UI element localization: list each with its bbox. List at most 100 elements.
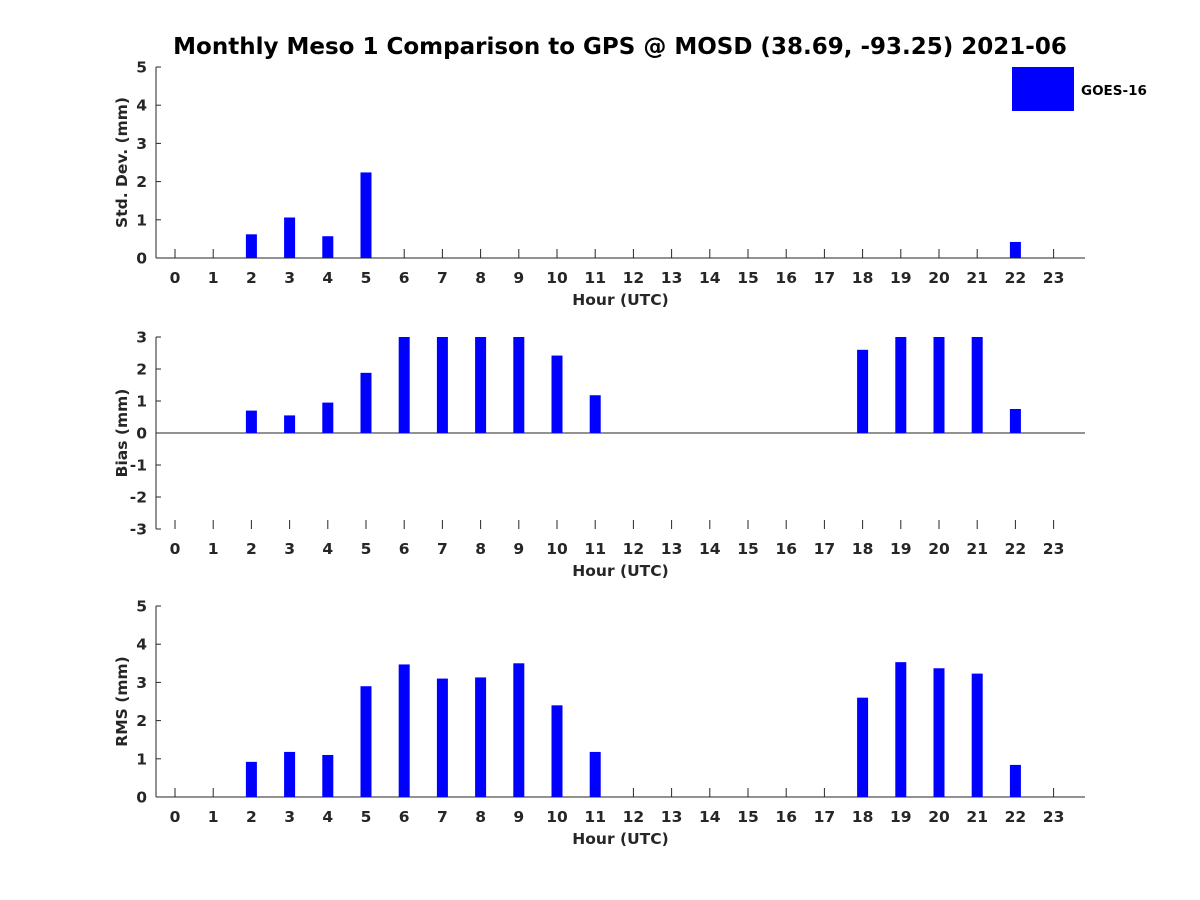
x-tick-label: 19 bbox=[890, 269, 912, 287]
x-tick-label: 3 bbox=[284, 540, 295, 558]
x-tick-label: 1 bbox=[208, 269, 219, 287]
bar-hour-10 bbox=[551, 355, 563, 433]
x-tick-label: 3 bbox=[284, 808, 295, 826]
x-tick-label: 4 bbox=[322, 808, 333, 826]
x-tick-label: 22 bbox=[1005, 808, 1027, 826]
x-tick-label: 0 bbox=[170, 269, 181, 287]
bar-hour-19 bbox=[895, 662, 907, 797]
x-tick-label: 8 bbox=[475, 269, 486, 287]
x-tick-label: 22 bbox=[1005, 540, 1027, 558]
bar-hour-2 bbox=[245, 234, 257, 258]
bar-hour-18 bbox=[857, 349, 869, 433]
x-tick-label: 0 bbox=[170, 808, 181, 826]
bar-hour-11 bbox=[589, 395, 601, 433]
x-tick-label: 1 bbox=[208, 808, 219, 826]
bar-hour-20 bbox=[933, 668, 945, 797]
bar-hour-4 bbox=[322, 236, 334, 258]
x-tick-label: 5 bbox=[361, 540, 372, 558]
x-tick-label: 17 bbox=[814, 808, 836, 826]
y-axis-label: Bias (mm) bbox=[113, 389, 131, 478]
y-tick-label: 0 bbox=[136, 250, 147, 268]
x-tick-label: 20 bbox=[928, 540, 950, 558]
bar-hour-21 bbox=[971, 673, 983, 797]
bar-hour-5 bbox=[360, 172, 372, 258]
x-tick-label: 20 bbox=[928, 808, 950, 826]
bar-hour-3 bbox=[284, 415, 296, 433]
x-tick-label: 8 bbox=[475, 808, 486, 826]
bar-hour-11 bbox=[589, 751, 601, 797]
x-tick-label: 11 bbox=[584, 269, 606, 287]
x-tick-label: 6 bbox=[399, 269, 410, 287]
bar-hour-7 bbox=[436, 337, 448, 433]
y-tick-label: -3 bbox=[130, 521, 147, 539]
x-tick-label: 7 bbox=[437, 269, 448, 287]
y-tick-label: 1 bbox=[136, 750, 147, 768]
x-tick-label: 15 bbox=[737, 540, 759, 558]
y-tick-label: 3 bbox=[136, 135, 147, 153]
bar-hour-6 bbox=[398, 664, 410, 797]
legend-label: GOES-16 bbox=[1081, 83, 1147, 99]
x-tick-label: 18 bbox=[852, 540, 874, 558]
x-tick-label: 20 bbox=[928, 269, 950, 287]
x-tick-label: 21 bbox=[966, 540, 988, 558]
x-tick-label: 13 bbox=[661, 808, 683, 826]
x-tick-label: 17 bbox=[814, 269, 836, 287]
bar-hour-8 bbox=[475, 337, 487, 433]
bar-hour-21 bbox=[971, 337, 983, 433]
x-tick-label: 12 bbox=[623, 269, 645, 287]
y-tick-label: 4 bbox=[136, 636, 147, 654]
legend: GOES-16 bbox=[1012, 67, 1147, 111]
x-tick-label: 2 bbox=[246, 808, 257, 826]
bar-hour-5 bbox=[360, 372, 372, 433]
x-tick-label: 13 bbox=[661, 540, 683, 558]
bar-hour-5 bbox=[360, 686, 372, 797]
x-tick-label: 12 bbox=[623, 540, 645, 558]
figure-title: Monthly Meso 1 Comparison to GPS @ MOSD … bbox=[173, 34, 1067, 60]
x-tick-label: 7 bbox=[437, 808, 448, 826]
x-tick-label: 15 bbox=[737, 269, 759, 287]
x-tick-label: 9 bbox=[513, 269, 524, 287]
x-tick-label: 14 bbox=[699, 808, 721, 826]
bar-hour-3 bbox=[284, 751, 296, 797]
bar-hour-2 bbox=[245, 410, 257, 433]
x-tick-label: 23 bbox=[1043, 540, 1065, 558]
x-tick-label: 22 bbox=[1005, 269, 1027, 287]
x-tick-label: 18 bbox=[852, 808, 874, 826]
x-tick-label: 3 bbox=[284, 269, 295, 287]
x-tick-label: 7 bbox=[437, 540, 448, 558]
y-axis-label: Std. Dev. (mm) bbox=[113, 97, 131, 228]
bar-hour-9 bbox=[513, 663, 525, 797]
x-tick-label: 10 bbox=[546, 540, 568, 558]
x-tick-label: 10 bbox=[546, 808, 568, 826]
bar-hour-7 bbox=[436, 678, 448, 797]
x-tick-label: 14 bbox=[699, 269, 721, 287]
y-tick-label: 5 bbox=[136, 59, 147, 77]
bar-hour-10 bbox=[551, 705, 563, 797]
x-tick-label: 4 bbox=[322, 269, 333, 287]
x-tick-label: 23 bbox=[1043, 808, 1065, 826]
y-tick-label: 2 bbox=[136, 712, 147, 730]
x-tick-label: 6 bbox=[399, 808, 410, 826]
x-tick-label: 21 bbox=[966, 808, 988, 826]
x-tick-label: 0 bbox=[170, 540, 181, 558]
x-tick-label: 4 bbox=[322, 540, 333, 558]
y-tick-label: 3 bbox=[136, 329, 147, 347]
x-tick-label: 19 bbox=[890, 540, 912, 558]
bar-hour-22 bbox=[1009, 409, 1021, 433]
bar-hour-19 bbox=[895, 337, 907, 433]
bar-hour-8 bbox=[475, 677, 487, 797]
x-tick-label: 8 bbox=[475, 540, 486, 558]
y-tick-label: 2 bbox=[136, 173, 147, 191]
x-tick-label: 2 bbox=[246, 269, 257, 287]
legend-swatch bbox=[1012, 67, 1074, 111]
x-tick-label: 16 bbox=[775, 808, 797, 826]
x-tick-label: 11 bbox=[584, 808, 606, 826]
x-tick-label: 16 bbox=[775, 540, 797, 558]
bar-hour-9 bbox=[513, 337, 525, 433]
x-axis-label: Hour (UTC) bbox=[572, 830, 668, 848]
y-tick-label: 0 bbox=[136, 789, 147, 807]
